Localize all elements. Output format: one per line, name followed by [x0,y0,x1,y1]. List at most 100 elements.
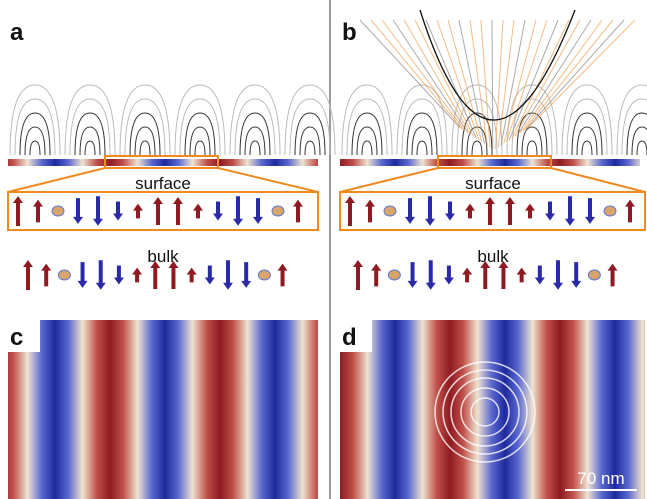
spin [133,204,143,219]
field-line [362,141,372,155]
stray-field-line [470,20,487,146]
spin [604,206,616,216]
scale-bar-label: 70 nm [577,469,624,488]
spin [73,198,83,224]
field-line [572,113,602,155]
field-line [407,113,437,155]
spin [365,200,375,223]
field-line [637,141,647,155]
stray-field-line [526,20,624,129]
field-line [20,113,50,155]
spin [223,260,233,290]
surface-strip [340,159,640,166]
panel-label: c [10,324,23,351]
spin [345,196,355,226]
field-line [417,141,427,155]
spin [444,266,454,285]
spin [258,270,270,280]
field-lines [10,85,335,155]
spin [193,204,203,219]
spin [553,260,563,290]
spin [96,260,106,290]
field-line [632,127,647,155]
spin-rows [13,196,635,290]
stray-field-line [481,20,490,147]
spin [565,196,575,226]
field-line [10,85,60,155]
spin [525,204,535,219]
field-lines [342,20,647,155]
spin [58,270,70,280]
spin [408,262,418,288]
spin [78,262,88,288]
surface-strip [8,159,318,166]
field-line [352,113,382,155]
spin [114,266,124,285]
stripe-map [8,320,318,499]
field-line [472,141,482,155]
spin [625,200,635,223]
spin [465,204,475,219]
field-line [240,113,270,155]
spin [608,264,618,287]
figure: a b surface surface bulk bulk c d 70 nm [0,0,647,499]
spin [41,264,51,287]
spin [253,198,263,224]
field-line [30,141,40,155]
spin [272,206,284,216]
spin [93,196,103,226]
spin [33,200,43,223]
spin [23,260,33,290]
spin [388,270,400,280]
stray-field-line [501,20,525,146]
spin [13,196,23,226]
spin [535,266,545,285]
field-line [120,85,170,155]
field-line [562,85,612,155]
spin [205,266,215,285]
spin [462,268,472,283]
field-line [185,113,215,155]
spin [293,200,303,223]
spin [241,262,251,288]
stray-field-line [492,20,493,149]
surface-label: surface [135,174,191,193]
field-line [527,141,537,155]
field-line [230,85,280,155]
field-line [582,141,592,155]
spin [426,260,436,290]
spin [371,264,381,287]
spin [52,206,64,216]
spin [517,268,527,283]
stray-field-line [529,20,636,128]
field-line [285,85,335,155]
spin [571,262,581,288]
panel-label: a [10,19,24,46]
surface-label: surface [465,174,521,193]
panel-label: d [342,324,357,351]
spin [384,206,396,216]
spin [213,202,223,221]
spin [113,202,123,221]
stray-field-line [498,20,514,147]
field-line [65,85,115,155]
stray-field-line [496,20,504,149]
field-line [250,141,260,155]
spin [445,202,455,221]
field-line [397,85,447,155]
spin [405,198,415,224]
field-line [75,113,105,155]
spin [187,268,197,283]
spin [233,196,243,226]
spin [278,264,288,287]
stray-field-line [426,20,476,138]
spin [588,270,600,280]
field-line [85,141,95,155]
field-line [140,141,150,155]
page: a b surface surface bulk bulk c d 70 nm … [0,0,647,499]
field-line [195,141,205,155]
spin [353,260,363,290]
field-line [295,113,325,155]
spin [173,197,183,225]
field-line [175,85,225,155]
